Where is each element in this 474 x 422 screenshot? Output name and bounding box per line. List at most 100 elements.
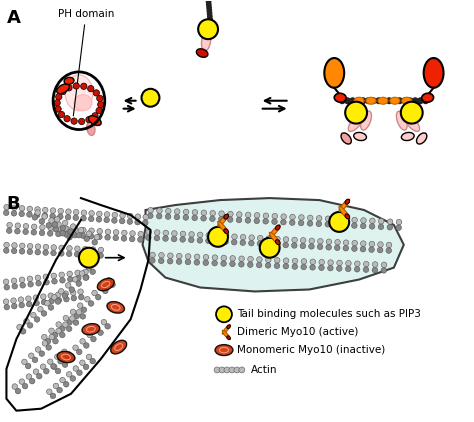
Circle shape xyxy=(98,330,103,335)
Ellipse shape xyxy=(74,95,92,111)
Ellipse shape xyxy=(275,225,280,230)
Circle shape xyxy=(63,226,68,231)
Circle shape xyxy=(343,217,348,222)
Ellipse shape xyxy=(224,214,228,219)
Circle shape xyxy=(7,222,12,228)
Circle shape xyxy=(52,295,57,300)
Circle shape xyxy=(62,362,68,368)
Circle shape xyxy=(33,295,39,300)
Circle shape xyxy=(256,262,262,268)
Circle shape xyxy=(86,265,92,270)
Circle shape xyxy=(328,265,333,271)
Circle shape xyxy=(7,228,12,233)
Circle shape xyxy=(58,111,65,118)
Circle shape xyxy=(301,259,307,264)
Circle shape xyxy=(266,236,272,241)
Circle shape xyxy=(105,324,110,329)
Circle shape xyxy=(4,304,9,310)
Circle shape xyxy=(58,359,64,364)
Circle shape xyxy=(12,243,17,248)
Circle shape xyxy=(83,269,88,275)
Circle shape xyxy=(307,221,313,226)
Circle shape xyxy=(232,234,237,239)
Circle shape xyxy=(92,290,97,296)
Circle shape xyxy=(39,219,45,224)
Circle shape xyxy=(15,223,20,228)
Circle shape xyxy=(265,257,271,262)
Circle shape xyxy=(66,209,71,214)
Circle shape xyxy=(290,220,295,225)
Circle shape xyxy=(183,209,189,215)
Circle shape xyxy=(219,216,224,222)
Circle shape xyxy=(163,236,168,241)
Circle shape xyxy=(58,289,64,294)
Circle shape xyxy=(27,243,33,249)
Circle shape xyxy=(65,352,71,357)
Circle shape xyxy=(372,267,378,273)
Circle shape xyxy=(41,299,47,305)
Circle shape xyxy=(283,263,289,269)
Circle shape xyxy=(65,354,71,359)
Circle shape xyxy=(22,359,27,365)
Circle shape xyxy=(197,238,202,243)
Circle shape xyxy=(212,260,218,266)
Circle shape xyxy=(46,389,52,395)
Circle shape xyxy=(70,290,76,295)
Ellipse shape xyxy=(97,278,114,291)
Circle shape xyxy=(48,293,54,298)
Circle shape xyxy=(343,246,348,251)
Ellipse shape xyxy=(339,206,350,219)
Circle shape xyxy=(254,218,260,224)
Circle shape xyxy=(247,262,253,268)
Circle shape xyxy=(158,258,164,264)
Circle shape xyxy=(316,216,322,221)
Circle shape xyxy=(41,311,47,316)
Ellipse shape xyxy=(89,116,101,125)
Circle shape xyxy=(66,251,72,257)
Circle shape xyxy=(76,233,82,238)
Circle shape xyxy=(257,235,263,241)
Circle shape xyxy=(334,222,339,227)
Circle shape xyxy=(98,101,104,108)
Circle shape xyxy=(376,98,382,103)
Circle shape xyxy=(308,215,313,221)
Circle shape xyxy=(88,233,94,239)
Circle shape xyxy=(292,237,297,243)
Circle shape xyxy=(26,374,32,379)
Circle shape xyxy=(208,11,212,16)
Circle shape xyxy=(80,314,86,319)
Circle shape xyxy=(56,328,61,334)
Circle shape xyxy=(60,326,65,331)
Circle shape xyxy=(381,268,387,273)
Circle shape xyxy=(299,215,304,220)
Circle shape xyxy=(207,5,211,10)
Circle shape xyxy=(19,277,25,283)
Circle shape xyxy=(84,236,90,241)
Circle shape xyxy=(248,241,254,246)
Circle shape xyxy=(48,305,54,310)
Circle shape xyxy=(81,210,87,216)
Circle shape xyxy=(72,233,78,238)
Circle shape xyxy=(44,368,49,374)
Circle shape xyxy=(121,236,127,241)
Circle shape xyxy=(47,359,53,365)
Circle shape xyxy=(60,332,65,338)
Circle shape xyxy=(281,214,286,219)
Circle shape xyxy=(74,252,80,257)
Circle shape xyxy=(51,273,56,279)
Circle shape xyxy=(47,231,53,236)
Circle shape xyxy=(95,295,101,300)
Circle shape xyxy=(83,275,89,281)
Circle shape xyxy=(229,367,235,373)
Circle shape xyxy=(34,316,40,322)
Circle shape xyxy=(56,298,62,303)
Ellipse shape xyxy=(402,97,412,104)
Circle shape xyxy=(27,212,32,217)
Circle shape xyxy=(386,248,392,253)
Circle shape xyxy=(274,263,280,268)
Circle shape xyxy=(171,236,177,242)
Circle shape xyxy=(59,358,64,363)
Circle shape xyxy=(143,220,148,225)
Circle shape xyxy=(71,118,77,124)
Circle shape xyxy=(221,261,227,266)
